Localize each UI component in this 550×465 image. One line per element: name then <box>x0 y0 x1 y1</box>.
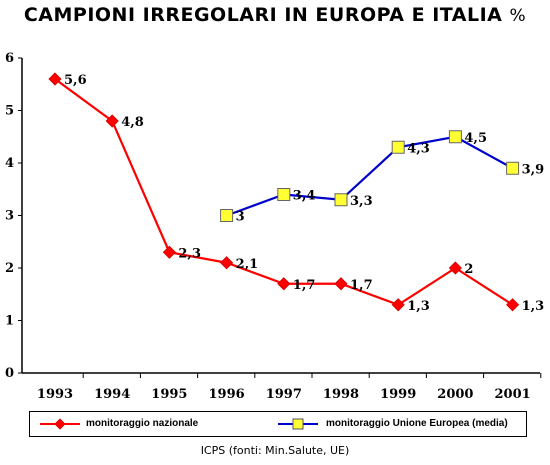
data-point-marker <box>277 277 291 291</box>
data-point-marker <box>48 72 62 86</box>
data-label: 2 <box>464 262 473 277</box>
source-note: ICPS (fonti: Min.Salute, UE) <box>200 444 350 457</box>
data-label: 3 <box>236 210 245 225</box>
data-point-marker <box>448 261 462 275</box>
legend-label-nazionale: monitoraggio nazionale <box>86 418 199 429</box>
data-label: 5,6 <box>64 73 87 88</box>
chart-title: CAMPIONI IRREGOLARI IN EUROPA E ITALIA % <box>0 4 550 26</box>
data-point-marker <box>220 256 234 270</box>
data-point-marker <box>220 209 234 222</box>
data-label: 3,9 <box>522 162 545 177</box>
x-tick-label: 1995 <box>151 387 187 402</box>
x-tick-label: 1996 <box>209 387 245 402</box>
series-line-1 <box>226 135 514 217</box>
data-label: 1,3 <box>522 299 545 314</box>
data-point-marker <box>506 298 520 312</box>
data-label: 2,1 <box>236 257 259 272</box>
data-label: 1,7 <box>350 278 373 293</box>
data-point-marker <box>334 277 348 291</box>
data-label: 1,3 <box>407 299 430 314</box>
data-label: 3,4 <box>293 189 316 204</box>
data-point-marker <box>391 298 405 312</box>
data-point-marker <box>105 114 119 128</box>
data-point-marker <box>162 245 176 259</box>
chart-series: 5,6 4,8 2,3 2,1 1,7 1,7 1,3 2 1,3 3 3,4 3,3 4,3 4,5 3,… <box>48 72 545 314</box>
y-tick-label: 6 <box>5 51 14 66</box>
x-tick-label: 1993 <box>37 387 73 402</box>
data-point-marker <box>506 161 520 175</box>
legend-swatch-ue <box>278 418 318 430</box>
y-tick-label: 4 <box>5 156 14 171</box>
data-point-marker <box>448 130 462 144</box>
y-tick-label: 3 <box>5 209 14 224</box>
data-label: 2,3 <box>178 246 201 261</box>
y-tick-label: 0 <box>5 366 14 381</box>
chart-axes: 0 1 2 3 4 5 6 1993 1994 1995 1996 1997 1998 1999 2000 2… <box>5 51 542 402</box>
y-tick-label: 5 <box>5 104 14 119</box>
x-tick-label: 1994 <box>94 387 130 402</box>
y-tick-label: 2 <box>5 261 14 276</box>
data-label: 4,8 <box>121 115 144 130</box>
line-chart: 0 1 2 3 4 5 6 1993 1994 1995 1996 1997 1998 1999 2000 2… <box>5 51 545 402</box>
y-tick-label: 1 <box>5 314 14 329</box>
legend-swatch-nazionale <box>40 418 80 430</box>
legend-label-ue: monitoraggio Unione Europea (media) <box>326 418 508 429</box>
data-point-marker <box>277 188 291 201</box>
data-label: 1,7 <box>293 278 316 293</box>
data-label: 4,5 <box>464 131 487 146</box>
chart-title-text: CAMPIONI IRREGOLARI IN EUROPA E ITALIA <box>23 4 503 26</box>
x-tick-label: 2000 <box>437 387 473 402</box>
chart-title-unit: % <box>509 6 527 26</box>
data-label: 3,3 <box>350 194 373 209</box>
data-point-marker <box>391 140 405 154</box>
data-label: 4,3 <box>407 141 430 156</box>
data-point-marker <box>334 193 348 207</box>
x-tick-label: 1997 <box>266 387 302 402</box>
chart-legend: monitoraggio nazionale monitoraggio Unio… <box>29 411 527 437</box>
x-tick-label: 1998 <box>323 387 359 402</box>
x-tick-label: 1999 <box>380 387 416 402</box>
x-tick-label: 2001 <box>495 387 531 402</box>
